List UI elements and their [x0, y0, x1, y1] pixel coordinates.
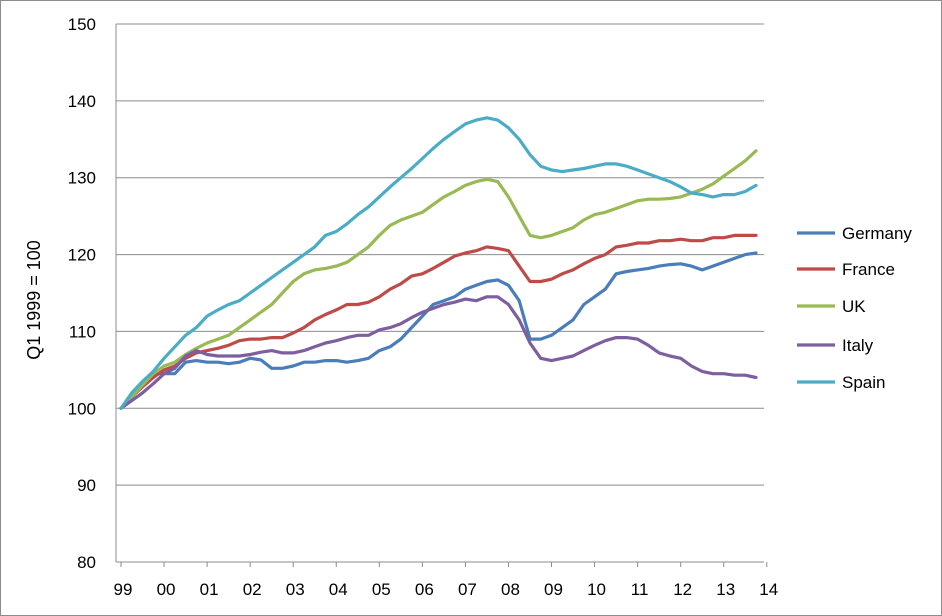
- legend-label-italy: Italy: [842, 336, 874, 355]
- gridlines: [116, 23, 764, 486]
- x-tick-label: 09: [544, 580, 563, 599]
- x-tick-label: 14: [759, 580, 778, 599]
- x-tick-label: 02: [243, 580, 262, 599]
- x-tick-label: 00: [157, 580, 176, 599]
- legend-label-france: France: [842, 260, 895, 279]
- x-tick-label: 99: [114, 580, 133, 599]
- x-tick-labels: 99 00 01 02 03 04 05 06 07 08 09 10 11 12 13 14: [114, 580, 779, 599]
- x-tick-label: 10: [587, 580, 606, 599]
- legend-label-spain: Spain: [842, 373, 885, 392]
- y-axis-title: Q1 1999 = 100: [24, 240, 44, 360]
- series-line-france: [119, 233, 758, 410]
- y-tick-label: 110: [69, 322, 96, 341]
- legend-label-uk: UK: [842, 297, 866, 316]
- series-line-germany: [119, 251, 758, 410]
- legend-label-germany: Germany: [842, 224, 912, 243]
- x-tick-label: 03: [286, 580, 305, 599]
- y-tick-label: 140: [68, 92, 96, 111]
- series-line-italy: [119, 295, 758, 410]
- x-tick-label: 13: [716, 580, 735, 599]
- axes: [115, 24, 768, 567]
- y-tick-label: 130: [68, 169, 96, 188]
- x-tick-label: 08: [501, 580, 520, 599]
- x-tick-label: 06: [415, 580, 434, 599]
- legend: Germany France UK Italy Spain: [797, 224, 912, 392]
- y-tick-label: 90: [77, 476, 96, 495]
- series-lines: [119, 116, 758, 410]
- x-tick-label: 01: [200, 580, 219, 599]
- x-tick-label: 11: [631, 580, 649, 599]
- x-tick-label: 04: [329, 580, 348, 599]
- x-tick-label: 05: [372, 580, 391, 599]
- y-tick-label: 120: [68, 246, 96, 265]
- y-tick-labels: 80 90 100 110 120 130 140 150: [68, 15, 96, 572]
- x-tick-label: 07: [458, 580, 477, 599]
- series-line-uk: [119, 149, 758, 410]
- y-tick-label: 100: [68, 399, 96, 418]
- y-tick-label: 80: [77, 553, 96, 572]
- series-line-spain: [119, 116, 758, 410]
- y-tick-label: 150: [68, 15, 96, 34]
- x-tick-label: 12: [673, 580, 692, 599]
